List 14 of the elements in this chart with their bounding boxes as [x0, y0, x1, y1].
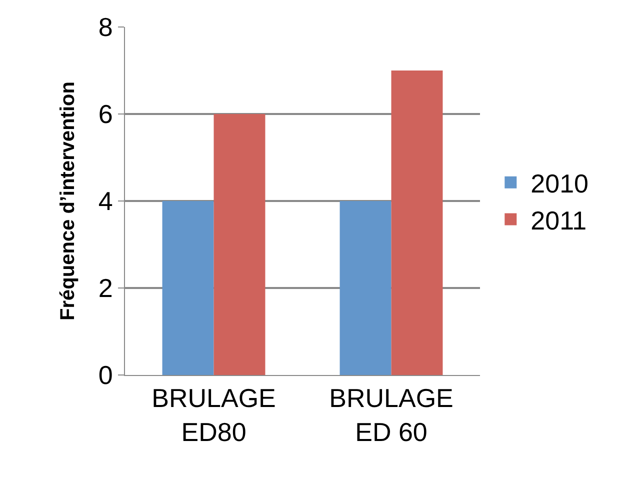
y-tick-label: 6	[98, 99, 113, 130]
y-tick-label: 0	[98, 360, 113, 390]
bar	[214, 114, 266, 375]
y-tick-label: 4	[98, 186, 113, 216]
bar	[340, 201, 392, 375]
x-tick-label: BRULAGE ED80	[152, 383, 276, 447]
y-axis-title: Fréquence d’intervention	[56, 82, 79, 320]
legend-label: 2011	[530, 205, 587, 236]
bar	[162, 201, 214, 375]
legend-label: 2010	[530, 168, 588, 199]
x-tick-label: BRULAGE ED 60	[329, 383, 454, 447]
y-tick-label: 2	[98, 273, 113, 304]
bar	[391, 70, 443, 375]
y-tick-label: 8	[98, 12, 113, 42]
